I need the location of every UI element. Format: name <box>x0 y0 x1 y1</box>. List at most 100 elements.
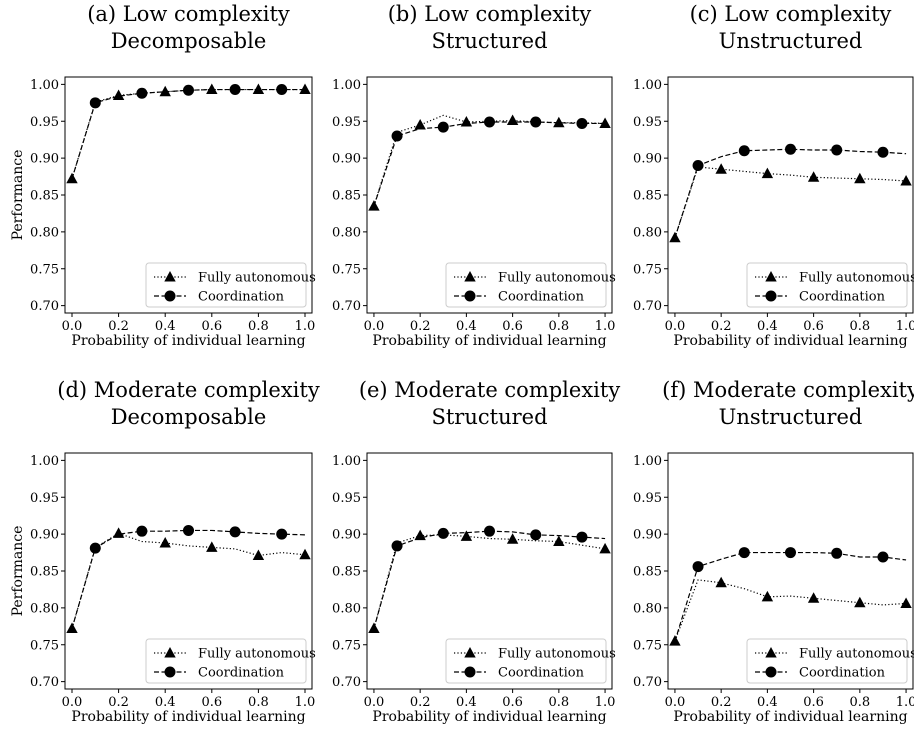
x-tick-label: 0.8 <box>248 319 269 334</box>
data-point-circle <box>229 526 241 538</box>
y-tick-label: 0.80 <box>332 601 361 616</box>
data-point-triangle <box>299 548 311 560</box>
y-tick-label: 0.70 <box>30 675 59 690</box>
x-tick-label: 0.0 <box>364 695 385 710</box>
data-point-triangle <box>252 549 265 561</box>
data-point-circle <box>183 84 194 96</box>
series-line-0 <box>674 579 907 642</box>
data-point-circle <box>484 525 495 537</box>
data-point-circle <box>831 547 843 559</box>
x-tick-label: 0.0 <box>665 319 686 334</box>
series-line-1 <box>674 148 907 238</box>
y-axis-label: Performance <box>10 526 26 617</box>
x-tick-label: 0.2 <box>108 695 129 710</box>
legend-label: Coordination <box>198 666 285 681</box>
legend-marker-triangle <box>464 647 476 658</box>
series-line-0 <box>373 534 606 629</box>
data-point-circle <box>831 144 843 156</box>
chart-2: (c) Low complexity Unstructured 0.0 0.2 0.4 0… <box>633 2 914 349</box>
series-line-0 <box>674 166 907 238</box>
legend-label: Fully autonomous <box>198 647 316 662</box>
data-point-circle <box>877 146 889 158</box>
y-tick-label: 0.95 <box>30 491 59 506</box>
y-tick-label: 0.70 <box>332 299 361 314</box>
data-point-triangle <box>854 596 866 608</box>
data-point-circle <box>692 160 704 171</box>
y-tick-label: 0.85 <box>633 189 662 204</box>
data-point-circle <box>276 528 288 540</box>
data-point-triangle <box>599 117 611 128</box>
y-tick-label: 0.70 <box>633 675 662 690</box>
data-point-triangle <box>506 533 519 544</box>
data-point-circle <box>484 116 495 128</box>
legend-label: Fully autonomous <box>799 271 914 286</box>
x-tick-label: 1.0 <box>595 695 616 710</box>
y-tick-label: 0.75 <box>30 638 59 653</box>
legend-marker-circle <box>464 290 476 302</box>
data-point-circle <box>89 542 101 554</box>
series-line-1 <box>674 551 907 642</box>
y-tick-label: 0.95 <box>633 115 662 130</box>
series-line-1 <box>373 530 606 629</box>
legend-marker-circle <box>164 290 176 302</box>
legend-marker-triangle <box>765 271 777 282</box>
chart-title-line1: (e) Moderate complexity <box>359 378 621 402</box>
x-tick-label: 0.8 <box>548 319 569 334</box>
legend-label: Fully autonomous <box>799 647 914 662</box>
y-tick-label: 0.75 <box>633 638 662 653</box>
legend-marker-circle <box>464 666 476 678</box>
data-point-circle <box>437 121 449 133</box>
data-point-triangle <box>206 541 218 552</box>
x-tick-label: 0.8 <box>849 695 870 710</box>
y-tick-label: 0.85 <box>30 189 59 204</box>
data-point-triangle <box>460 530 473 541</box>
chart-0: (a) Low complexity Decomposable 0.0 0.2 0.4 0… <box>10 2 316 349</box>
x-axis-label: Probability of individual learning <box>372 333 606 349</box>
legend-marker-circle <box>765 290 777 302</box>
data-point-triangle <box>900 597 912 608</box>
y-tick-label: 0.90 <box>633 528 662 543</box>
y-tick-label: 0.70 <box>332 675 361 690</box>
data-point-circle <box>738 547 750 559</box>
series-line-1 <box>71 88 306 179</box>
y-tick-label: 0.85 <box>332 189 361 204</box>
legend-label: Fully autonomous <box>498 271 616 286</box>
data-point-circle <box>576 117 588 129</box>
x-axis-label: Probability of individual learning <box>71 709 305 725</box>
legend-marker-triangle <box>164 647 176 658</box>
y-tick-label: 0.90 <box>332 152 361 167</box>
y-tick-label: 0.80 <box>332 225 361 240</box>
y-tick-label: 1.00 <box>633 78 662 93</box>
x-tick-label: 0.2 <box>108 319 129 334</box>
x-tick-label: 0.6 <box>502 319 523 334</box>
x-tick-label: 0.6 <box>502 695 523 710</box>
y-tick-label: 0.95 <box>30 115 59 130</box>
x-tick-label: 0.2 <box>711 319 732 334</box>
data-point-circle <box>692 561 704 573</box>
x-tick-label: 0.0 <box>665 695 686 710</box>
chart-title-line2: Unstructured <box>719 405 863 429</box>
legend-label: Fully autonomous <box>198 271 316 286</box>
data-point-triangle <box>553 116 565 128</box>
data-point-circle <box>391 130 403 142</box>
chart-title-line2: Decomposable <box>111 29 267 53</box>
data-point-triangle <box>252 83 265 95</box>
x-tick-label: 0.4 <box>456 319 477 334</box>
chart-title-line1: (a) Low complexity <box>87 2 290 26</box>
data-point-triangle <box>854 172 866 184</box>
data-point-triangle <box>900 174 912 186</box>
chart-title-line1: (f) Moderate complexity <box>662 378 914 402</box>
series-line-0 <box>71 532 306 629</box>
x-tick-label: 0.6 <box>201 695 222 710</box>
data-point-triangle <box>553 535 565 546</box>
y-tick-label: 0.75 <box>633 262 662 277</box>
x-tick-label: 0.0 <box>364 319 385 334</box>
data-point-circle <box>136 525 148 537</box>
y-tick-label: 1.00 <box>30 78 59 93</box>
x-tick-label: 0.4 <box>757 319 778 334</box>
chart-title-line1: (d) Moderate complexity <box>57 378 320 402</box>
legend-label: Fully autonomous <box>498 647 616 662</box>
series-line-1 <box>71 529 306 629</box>
legend-marker-triangle <box>464 271 476 282</box>
x-tick-label: 0.6 <box>803 319 824 334</box>
